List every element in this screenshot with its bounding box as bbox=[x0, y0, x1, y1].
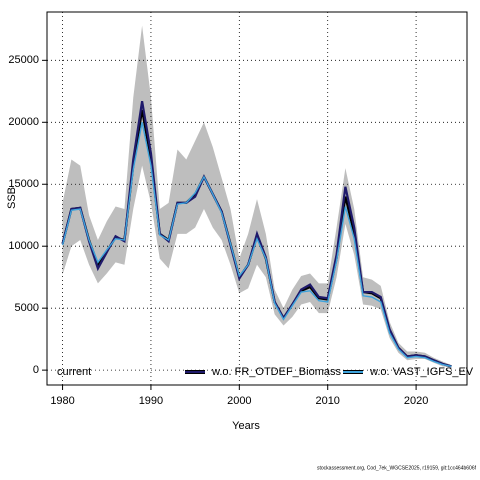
x-tick-label: 1990 bbox=[139, 395, 163, 407]
footer: stockassessment.org, Cod_7ek_WGCSE2025, … bbox=[317, 465, 477, 471]
y-tick-label: 5000 bbox=[15, 302, 39, 314]
y-tick-label: 25000 bbox=[8, 54, 39, 66]
x-axis-label: Years bbox=[232, 420, 260, 432]
series-line bbox=[61, 122, 452, 368]
y-tick-label: 0 bbox=[33, 364, 39, 376]
legend-label: w.o. VAST_IGFS_EV bbox=[369, 366, 474, 378]
plot-frame bbox=[46, 11, 468, 386]
x-tick-label: 2000 bbox=[227, 395, 251, 407]
y-tick-label: 20000 bbox=[8, 116, 39, 128]
x-tick-label: 2020 bbox=[404, 395, 428, 407]
legend-label: current bbox=[57, 366, 91, 378]
x-tick-label: 1980 bbox=[50, 395, 74, 407]
confidence-band bbox=[62, 25, 452, 368]
y-axis-label: SSB bbox=[6, 187, 18, 209]
y-tick-label: 10000 bbox=[8, 240, 39, 252]
y-tick-label: 15000 bbox=[8, 178, 39, 190]
x-tick-label: 2010 bbox=[315, 395, 339, 407]
legend-label: w.o. FR_OTDEF_Biomass bbox=[211, 366, 341, 378]
